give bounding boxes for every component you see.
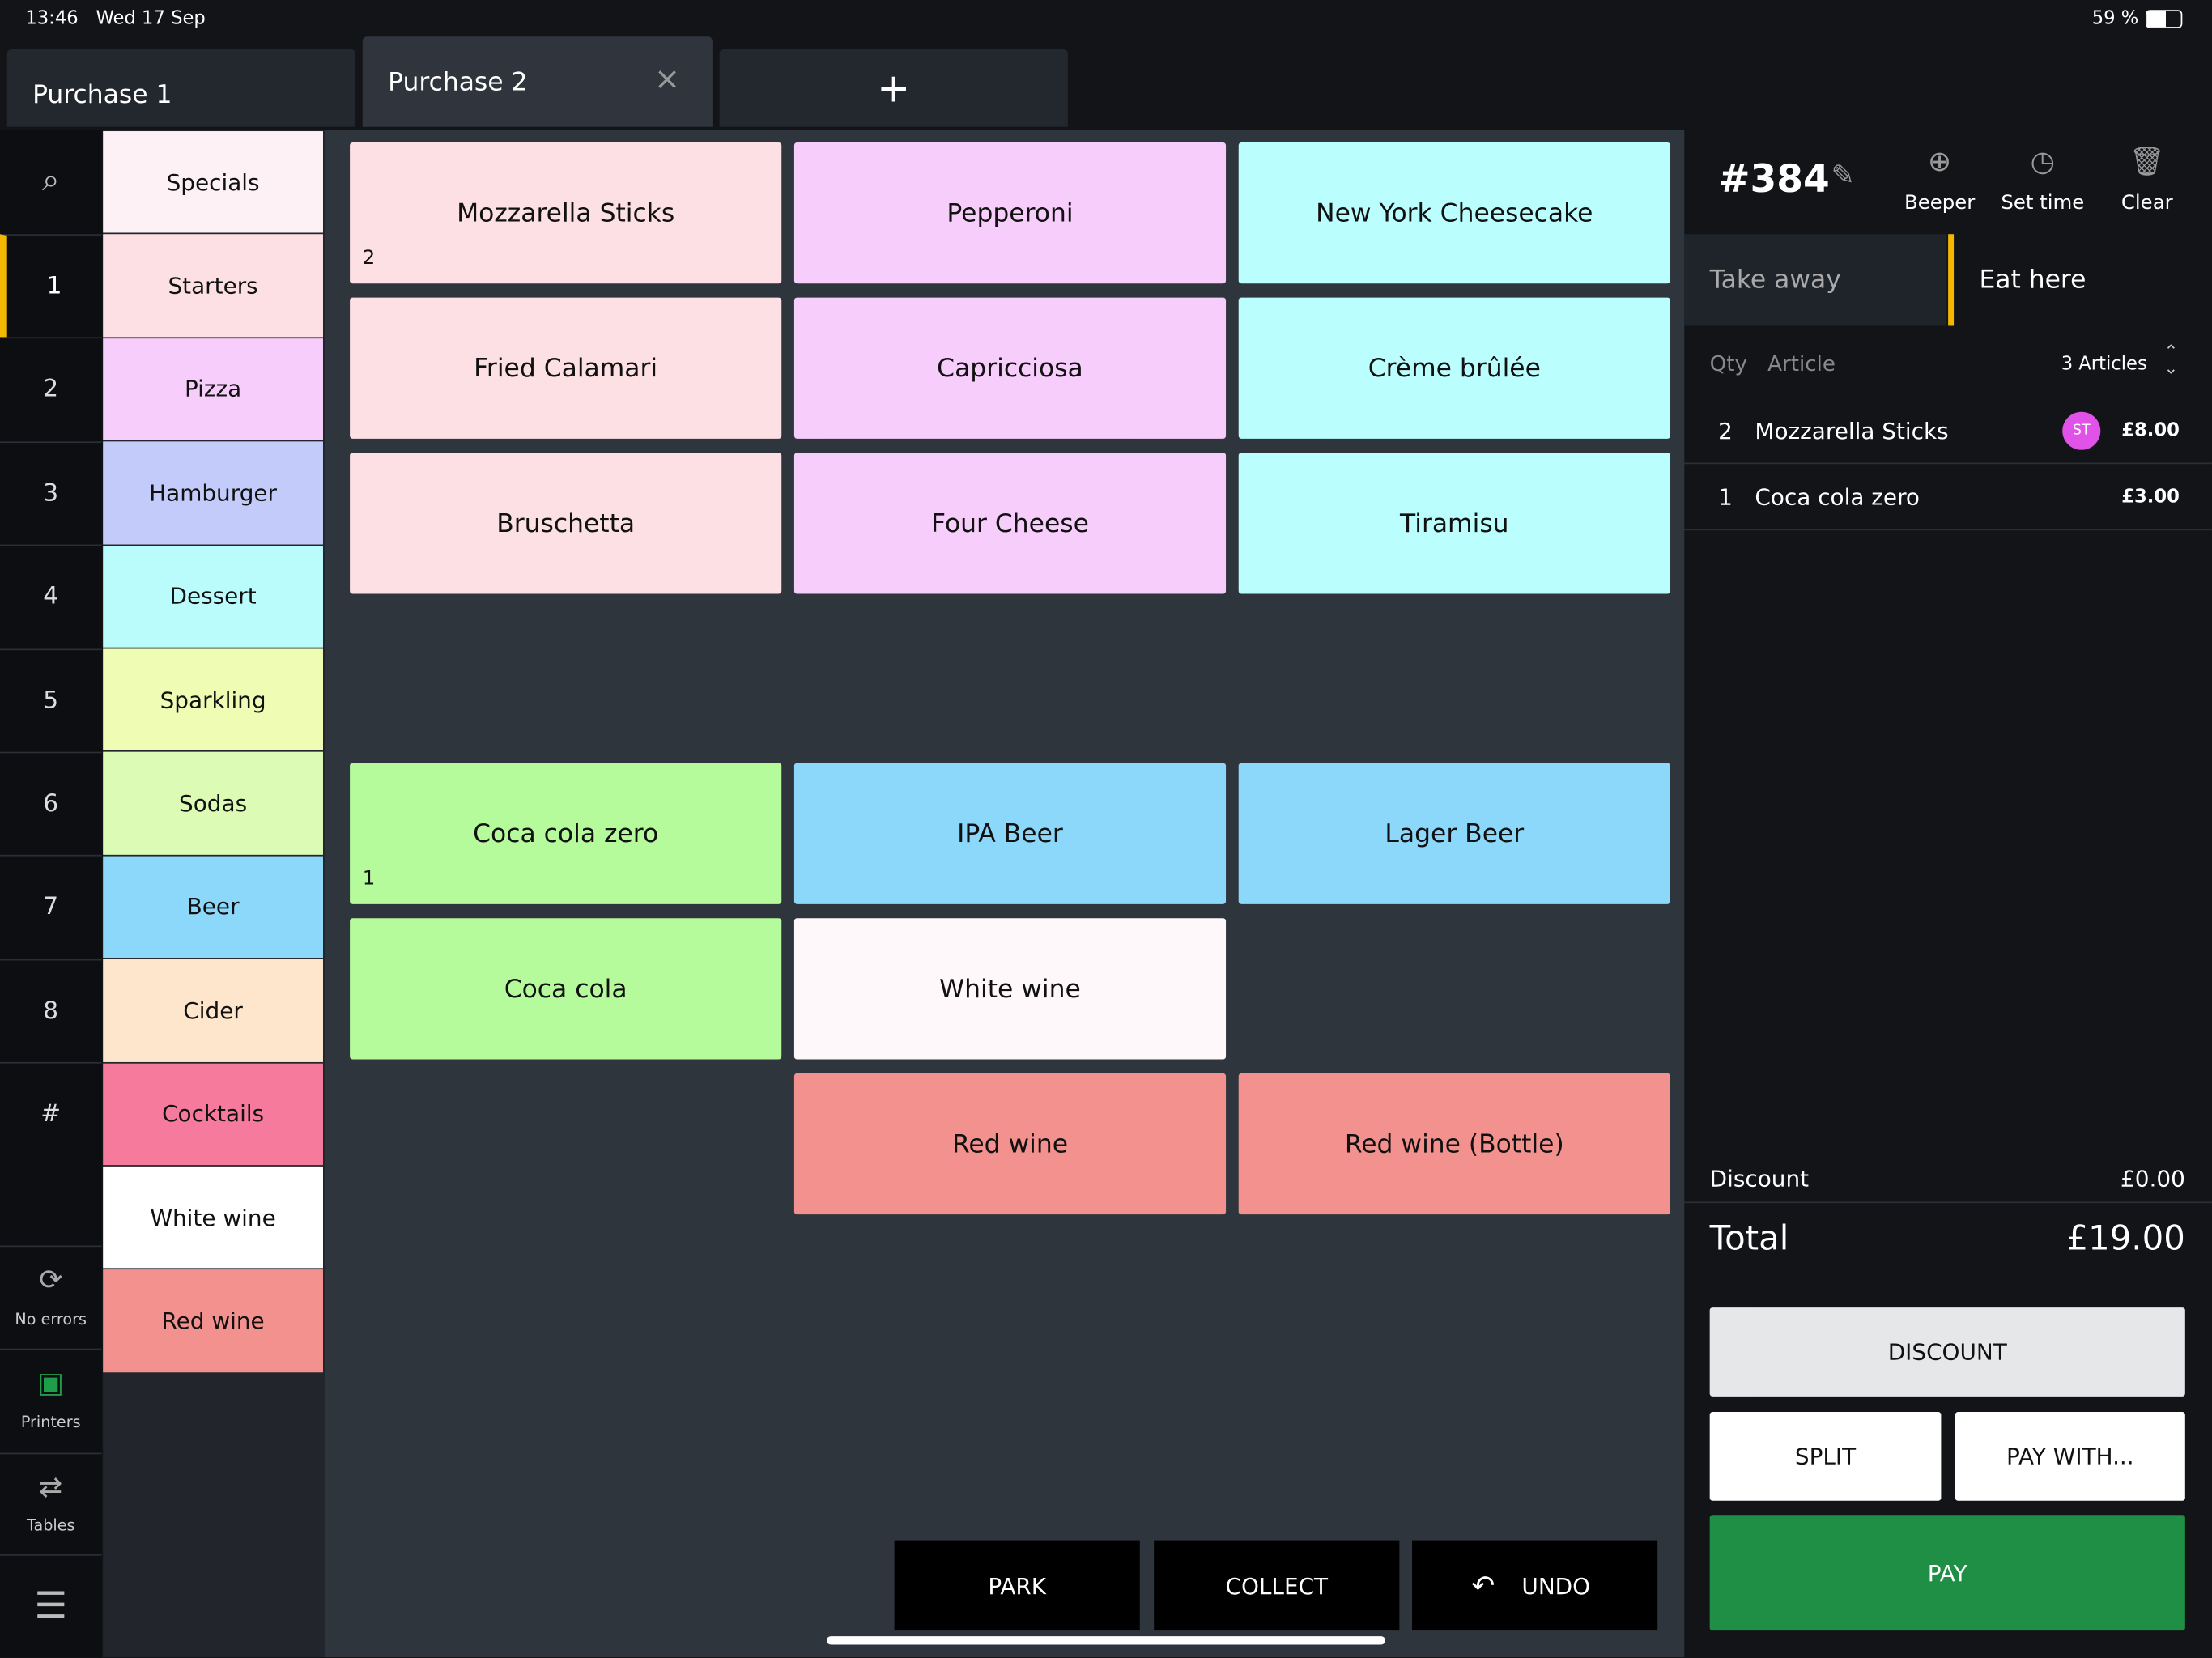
side-tool[interactable]: Tables [26, 1516, 75, 1536]
order-action[interactable]: Set time [2001, 191, 2085, 215]
item-price: £8.00 [2121, 420, 2180, 442]
product-tile[interactable]: Red wine (Bottle) [1238, 1073, 1670, 1215]
order-action[interactable]: Clear [2121, 191, 2173, 215]
product-tile[interactable]: Tiramisu [1238, 453, 1670, 594]
tool-icon: ▣ [37, 1366, 65, 1401]
item-name: Coca cola zero [1755, 483, 1920, 511]
total-divider [1684, 1201, 2212, 1204]
column-qty: Qty [1709, 351, 1747, 377]
order-action-icon[interactable]: ⊕ [1928, 143, 1952, 178]
search-button[interactable]: ⌕ [41, 164, 60, 199]
category[interactable]: Sparkling [103, 648, 323, 751]
side-tool[interactable]: Printers [20, 1413, 81, 1432]
action-button[interactable]: COLLECT [1154, 1540, 1400, 1631]
tab[interactable]: Purchase 2 [362, 36, 713, 127]
category[interactable]: Hamburger [103, 441, 323, 544]
tab[interactable]: Purchase 1 [6, 49, 356, 127]
item-badge: ST [2062, 411, 2101, 450]
category[interactable]: Dessert [103, 545, 323, 648]
product-tile[interactable]: Red wine [793, 1073, 1227, 1215]
category[interactable]: Specials [103, 131, 323, 234]
order-button[interactable]: SPLIT [1709, 1412, 1942, 1501]
product-count: 2 [362, 246, 376, 270]
status-time: 13:46 [25, 7, 79, 29]
action-button[interactable]: UNDO [1412, 1540, 1658, 1631]
item-qty: 1 [1718, 483, 1733, 511]
mode-eat-here[interactable]: Eat here [1948, 234, 2212, 326]
key-column [0, 130, 102, 1658]
order-button[interactable]: PAY WITH... [1955, 1412, 2185, 1501]
category[interactable]: Sodas [103, 752, 323, 855]
category[interactable]: Pizza [103, 338, 323, 440]
action-button[interactable]: PARK [894, 1540, 1140, 1631]
product-tile[interactable]: Lager Beer [1238, 763, 1670, 904]
category[interactable]: Beer [103, 856, 323, 959]
column-article: Article [1767, 351, 1836, 377]
status-date: Wed 17 Sep [96, 7, 206, 29]
product-tile[interactable]: Crème brûlée [1238, 297, 1670, 439]
article-count[interactable]: 3 Articles [2061, 353, 2147, 375]
product-tile[interactable]: Four Cheese [793, 453, 1227, 594]
item-row[interactable] [1684, 464, 2212, 531]
close-tab[interactable]: × [654, 62, 681, 98]
side-key[interactable]: 7 [0, 855, 102, 959]
side-key[interactable]: 2 [0, 338, 102, 440]
tool-divider [0, 1349, 102, 1351]
side-key[interactable]: 3 [0, 440, 102, 544]
category[interactable]: White wine [103, 1166, 323, 1269]
status-battery: 59 % [2091, 7, 2139, 29]
order-action-icon[interactable]: ◷ [2030, 143, 2056, 178]
tool-divider [0, 1245, 102, 1248]
undo-icon: ↶ [1471, 1568, 1495, 1603]
order-button[interactable]: DISCOUNT [1709, 1307, 2185, 1397]
order-number: #384 [1718, 157, 1830, 202]
category[interactable]: Cocktails [103, 1062, 323, 1166]
product-tile[interactable]: Coca cola [350, 918, 782, 1060]
category[interactable]: Red wine [103, 1269, 323, 1372]
product-tile[interactable]: Pepperoni [793, 142, 1227, 284]
product-tile[interactable]: Bruschetta [350, 453, 782, 594]
side-key[interactable]: # [0, 1062, 102, 1165]
product-count: 1 [362, 867, 376, 891]
side-key[interactable]: 1 [0, 234, 102, 338]
side-key[interactable]: 4 [0, 544, 102, 648]
mode-take-away[interactable]: Take away [1684, 234, 1947, 326]
menu-button[interactable]: ☰ [0, 1554, 102, 1657]
tool-icon: ⇄ [39, 1469, 63, 1503]
order-button[interactable]: PAY [1709, 1515, 2185, 1631]
order-action[interactable]: Beeper [1904, 191, 1976, 215]
sort-icon: ⌃ ⌄ [2163, 341, 2179, 378]
discount-value: £0.00 [2121, 1164, 2185, 1192]
side-tool[interactable]: No errors [15, 1309, 87, 1329]
product-tile[interactable]: Mozzarella Sticks [350, 142, 782, 284]
item-price: £3.00 [2121, 487, 2180, 508]
category[interactable]: Starters [103, 234, 323, 338]
total-value: £19.00 [2066, 1218, 2185, 1259]
edit-icon[interactable]: ✎ [1831, 158, 1855, 192]
item-name: Mozzarella Sticks [1755, 417, 1949, 444]
product-tile[interactable]: Capricciosa [793, 297, 1227, 439]
product-tile[interactable]: White wine [793, 918, 1227, 1060]
tab[interactable]: + [719, 49, 1068, 127]
category[interactable]: Cider [103, 959, 323, 1062]
battery-icon [2146, 10, 2183, 28]
product-tile[interactable]: Fried Calamari [350, 297, 782, 439]
side-key[interactable]: 6 [0, 751, 102, 855]
item-qty: 2 [1718, 417, 1733, 444]
product-tile[interactable]: IPA Beer [793, 763, 1227, 904]
order-action-icon[interactable]: 🗑 [2129, 143, 2165, 178]
product-tile[interactable]: New York Cheesecake [1238, 142, 1670, 284]
tool-divider [0, 1452, 102, 1454]
home-indicator [826, 1636, 1385, 1645]
total-label: Total [1709, 1218, 1789, 1259]
side-key[interactable]: 5 [0, 648, 102, 751]
item-row[interactable] [1684, 397, 2212, 465]
side-key[interactable]: 8 [0, 959, 102, 1061]
product-tile[interactable]: Coca cola zero [350, 763, 782, 904]
discount-label: Discount [1709, 1164, 1810, 1192]
tool-icon: ⟳ [39, 1262, 63, 1297]
